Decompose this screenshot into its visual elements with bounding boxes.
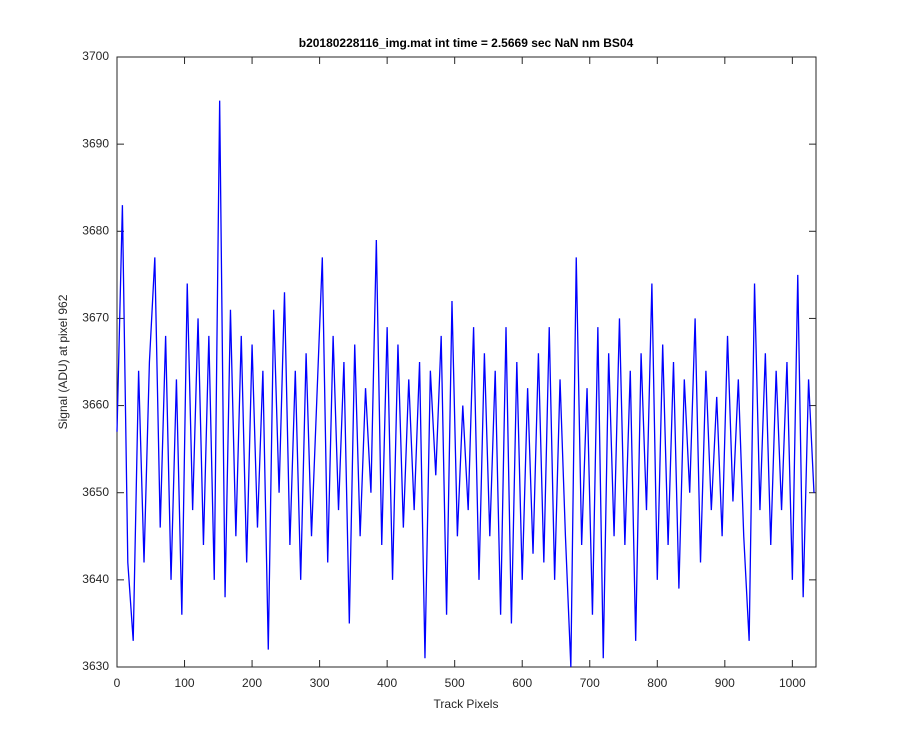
y-tick-label: 3690 bbox=[82, 136, 109, 150]
x-tick-label: 100 bbox=[175, 676, 195, 690]
chart-title: b20180228116_img.mat int time = 2.5669 s… bbox=[299, 36, 634, 50]
y-tick-label: 3700 bbox=[82, 49, 109, 63]
x-tick-label: 200 bbox=[242, 676, 262, 690]
x-tick-label: 800 bbox=[647, 676, 667, 690]
y-tick-label: 3660 bbox=[82, 398, 109, 412]
x-tick-label: 500 bbox=[445, 676, 465, 690]
y-axis-label: Signal (ADU) at pixel 962 bbox=[56, 294, 70, 429]
x-tick-label: 300 bbox=[310, 676, 330, 690]
x-tick-label: 0 bbox=[114, 676, 121, 690]
y-tick-label: 3630 bbox=[82, 659, 109, 673]
plot-frame bbox=[116, 56, 817, 668]
data-line bbox=[116, 100, 815, 668]
x-axis-label: Track Pixels bbox=[434, 697, 499, 711]
y-tick-label: 3640 bbox=[82, 572, 109, 586]
x-tick-label: 1000 bbox=[779, 676, 806, 690]
x-tick-label: 400 bbox=[377, 676, 397, 690]
x-tick-label: 700 bbox=[580, 676, 600, 690]
y-tick-label: 3670 bbox=[82, 311, 109, 325]
y-tick-label: 3680 bbox=[82, 223, 109, 237]
x-tick-label: 900 bbox=[715, 676, 735, 690]
y-tick-label: 3650 bbox=[82, 485, 109, 499]
x-tick-label: 600 bbox=[512, 676, 532, 690]
